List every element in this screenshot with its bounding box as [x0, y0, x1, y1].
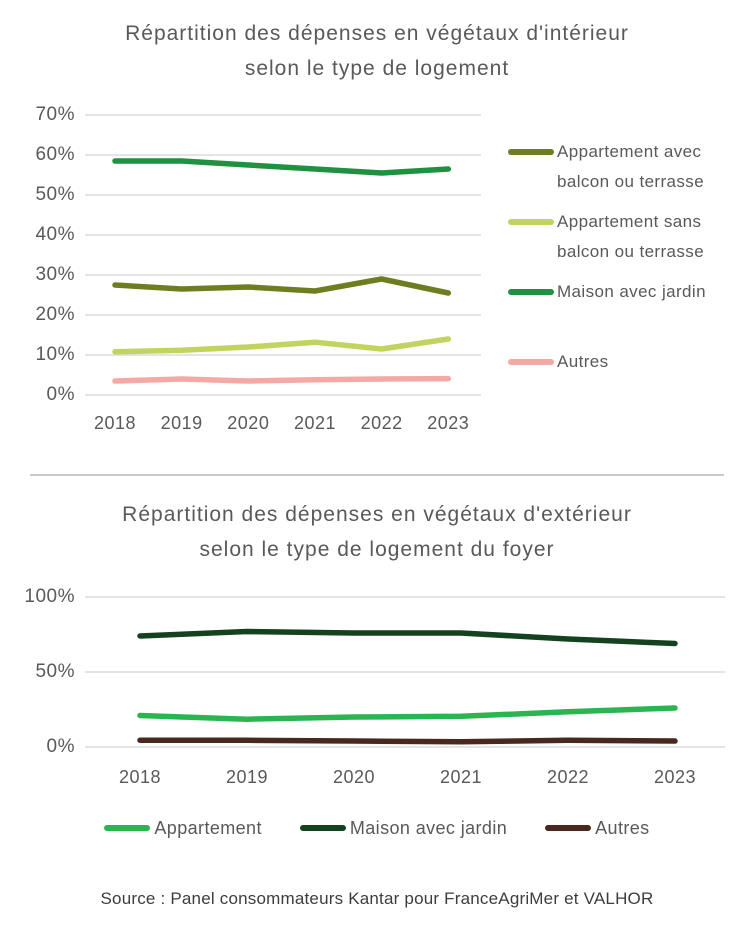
y-tick-label: 60% [35, 144, 75, 165]
interior-chart-plot [85, 114, 481, 396]
interior-chart-legend: Appartement avec balcon ou terrasse Appar… [508, 137, 754, 417]
series-line [112, 276, 452, 296]
legend-swatch-icon [104, 825, 151, 831]
legend-swatch-icon [508, 359, 554, 365]
y-tick-label: 20% [35, 304, 75, 325]
series-line [112, 375, 452, 384]
legend-swatch-icon [508, 289, 554, 295]
x-tick-label: 2018 [93, 413, 137, 433]
legend-label: Maison avec jardin [349, 818, 508, 838]
x-tick-label: 2023 [427, 413, 470, 433]
x-tick-label: 2022 [546, 767, 590, 787]
legend-item: Autres [508, 347, 754, 417]
legend-swatch-icon [508, 149, 554, 155]
x-tick-label: 2020 [332, 767, 376, 787]
exterior-chart-title-line1: Répartition des dépenses en végétaux d'e… [122, 503, 632, 526]
legend-item: Appartement [104, 816, 261, 840]
exterior-chart-legend: Appartement Maison avec jardin Autres [0, 816, 754, 840]
y-tick-label: 30% [35, 264, 75, 285]
legend-swatch-icon [545, 825, 592, 831]
legend-label: Appartement sans balcon ou terrasse [557, 212, 705, 261]
source-note: Source : Panel consommateurs Kantar pour… [100, 889, 654, 908]
x-tick-label: 2019 [160, 413, 203, 433]
legend-label: Autres [595, 818, 650, 838]
exterior-chart-plot [85, 596, 725, 748]
y-tick-label: 0% [46, 384, 75, 405]
x-tick-label: 2018 [118, 767, 162, 787]
section-divider [30, 474, 724, 476]
legend-item: Maison avec jardin [508, 277, 754, 347]
y-tick-label: 50% [35, 661, 75, 682]
legend-label: Maison avec jardin [557, 282, 706, 301]
legend-item: Maison avec jardin [299, 816, 508, 840]
interior-chart-title-line2: selon le type de logement [244, 57, 510, 80]
x-tick-label: 2022 [360, 413, 403, 433]
y-tick-label: 70% [35, 104, 75, 125]
legend-swatch-icon [299, 825, 346, 831]
x-tick-label: 2019 [225, 767, 269, 787]
x-tick-label: 2023 [653, 767, 697, 787]
x-tick-label: 2020 [227, 413, 270, 433]
series-line [112, 158, 452, 176]
series-line [137, 737, 678, 745]
exterior-chart-title-line2: selon le type de logement du foyer [199, 538, 555, 561]
y-tick-label: 50% [35, 184, 75, 205]
series-line [137, 628, 678, 647]
legend-label: Autres [557, 352, 609, 371]
x-tick-label: 2021 [439, 767, 483, 787]
series-line [137, 705, 678, 722]
legend-label: Appartement [154, 818, 262, 838]
y-tick-label: 100% [24, 586, 75, 607]
series-line [112, 336, 452, 355]
x-tick-label: 2021 [293, 413, 336, 433]
legend-label: Appartement avec balcon ou terrasse [557, 142, 705, 191]
legend-item: Appartement sans balcon ou terrasse [508, 207, 754, 277]
y-tick-label: 10% [35, 344, 75, 365]
legend-item: Appartement avec balcon ou terrasse [508, 137, 754, 207]
y-tick-label: 40% [35, 224, 75, 245]
interior-chart-title-line1: Répartition des dépenses en végétaux d'i… [125, 22, 629, 45]
legend-item: Autres [545, 816, 649, 840]
y-tick-label: 0% [46, 736, 75, 757]
legend-swatch-icon [508, 219, 554, 225]
